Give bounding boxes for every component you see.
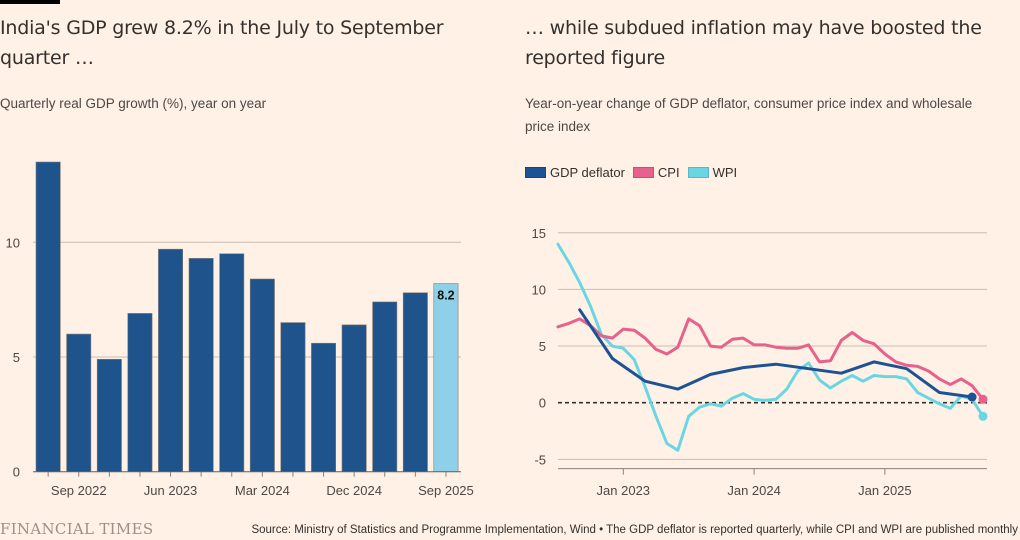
gdp-bar: [188, 258, 214, 472]
legend-swatch-gdp-deflator: [525, 167, 546, 178]
line-y-tick-label: -5: [534, 452, 546, 467]
bar-x-tick-label: Sep 2022: [51, 483, 107, 498]
right-chart-title: … while subdued inflation may have boost…: [525, 17, 982, 69]
gdp-bar: [35, 161, 61, 472]
gdp-bar: [372, 301, 398, 472]
ft-logo: FINANCIAL TIMES: [0, 520, 154, 538]
line-x-tick-label: Jan 2025: [858, 483, 912, 498]
gdp-bar: [127, 313, 153, 472]
bar-x-tick-label: Sep 2025: [418, 483, 474, 498]
right-chart-legend: GDP deflator CPI WPI: [525, 165, 745, 180]
gdp-bar: [158, 248, 183, 473]
legend-label-gdp-deflator: GDP deflator: [550, 165, 625, 180]
series-line-wpi: [556, 242, 985, 452]
legend-swatch-wpi: [687, 167, 709, 178]
bar-value-label: 8.2: [437, 289, 454, 303]
end-marker-cpi: [978, 394, 988, 404]
ft-top-bar: [0, 0, 60, 4]
legend-item-wpi: WPI: [687, 165, 738, 180]
gdp-bar: [66, 333, 92, 472]
bar-y-tick-label: 5: [13, 350, 20, 365]
legend-label-cpi: CPI: [657, 165, 680, 180]
end-marker-wpi: [978, 411, 988, 421]
gdp-bar: [341, 324, 367, 472]
line-x-tick-label: Jan 2024: [727, 483, 781, 498]
end-marker-gdp-deflator: [967, 392, 977, 402]
legend-swatch-cpi: [632, 167, 654, 178]
legend-item-gdp-deflator: GDP deflator: [525, 165, 625, 180]
gdp-bar: [311, 342, 336, 472]
bar-y-tick-label: 0: [13, 465, 20, 480]
bar-x-tick-label: Dec 2024: [326, 483, 382, 498]
bar-y-tick-label: 10: [6, 235, 20, 250]
line-y-tick-label: 10: [532, 282, 546, 297]
left-chart-title: India's GDP grew 8.2% in the July to Sep…: [0, 17, 444, 69]
gdp-bar: [219, 253, 245, 472]
legend-label-wpi: WPI: [712, 165, 738, 180]
line-y-tick-label: 0: [539, 396, 546, 411]
gdp-growth-bar-chart: 0 5 10 8.2 Sep 2022 Jun 2023 Mar 2024 Dec 2024 S…: [6, 161, 474, 498]
left-chart-subtitle: Quarterly real GDP growth (%), year on y…: [0, 96, 267, 111]
series-line-gdp-deflator: [578, 308, 974, 399]
bar-x-tick-label: Jun 2023: [144, 483, 198, 498]
line-y-tick-label: 5: [539, 339, 546, 354]
gdp-bar: [249, 278, 275, 472]
source-note: Source: Ministry of Statistics and Progr…: [251, 524, 1018, 536]
series-line-cpi: [556, 317, 985, 401]
gdp-bar: [96, 358, 122, 473]
legend-item-cpi: CPI: [632, 165, 680, 180]
bar-x-tick-label: Mar 2024: [235, 483, 290, 498]
right-chart-subtitle: Year-on-year change of GDP deflator, con…: [525, 96, 973, 134]
line-y-tick-label: 15: [532, 226, 546, 241]
gdp-bar: [402, 292, 428, 473]
inflation-line-chart: -5 0 5 10 15 Jan 2023 Jan 2024 Jan 2025: [532, 226, 988, 498]
gdp-bar: [280, 322, 306, 472]
gdp-bar: [433, 283, 459, 473]
line-x-tick-label: Jan 2023: [597, 483, 651, 498]
